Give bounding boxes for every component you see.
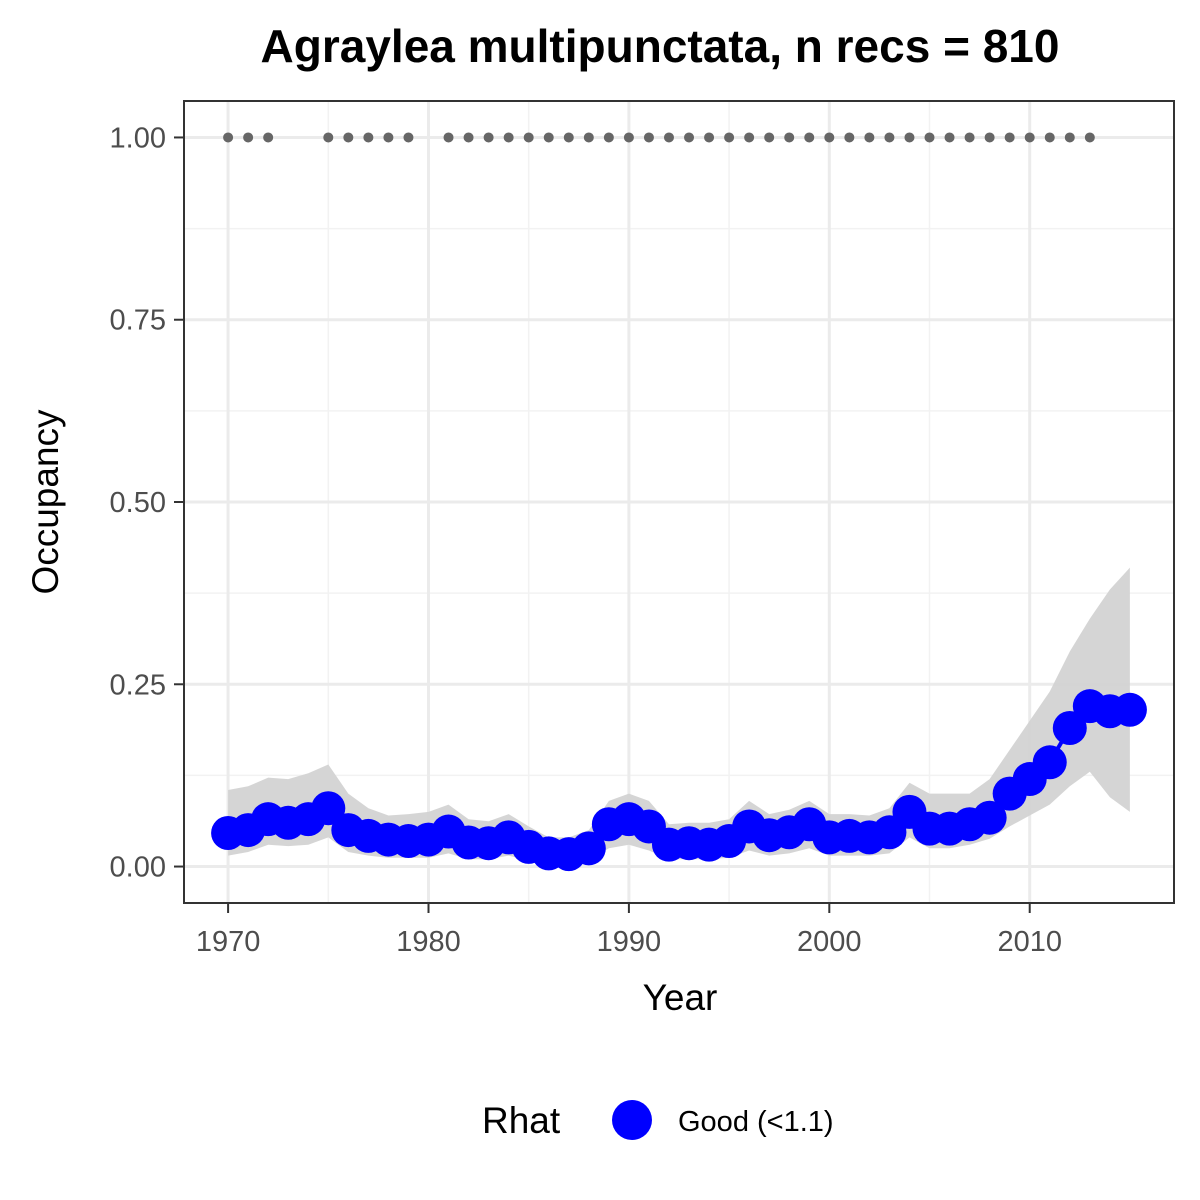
legend-label-good: Good (<1.1) (678, 1106, 834, 1138)
legend: Rhat Good (<1.1) (482, 1100, 834, 1141)
y-tick-label: 0.25 (110, 669, 166, 701)
record-year-dot (603, 132, 614, 143)
record-year-dot (463, 132, 474, 143)
record-year-dot (643, 132, 654, 143)
record-year-dot (764, 132, 775, 143)
x-tick-label: 1970 (196, 926, 261, 958)
occupancy-point (571, 831, 606, 866)
y-axis-ticks: 0.00 0.25 0.50 0.75 1.00 (110, 122, 184, 884)
minor-gridlines (184, 101, 1174, 903)
record-year-dot (483, 132, 494, 143)
y-tick-label: 0.00 (110, 852, 166, 884)
credible-interval-layer (228, 567, 1130, 863)
y-tick-label: 0.75 (110, 305, 166, 337)
record-year-dot (704, 132, 715, 143)
record-year-dot (243, 132, 254, 143)
record-year-dot (984, 132, 995, 143)
occupancy-point (1052, 711, 1087, 746)
record-year-dot (623, 132, 634, 143)
record-year-dot (924, 132, 935, 143)
record-year-dot (964, 132, 975, 143)
legend-title: Rhat (482, 1100, 561, 1141)
record-year-dot (523, 132, 534, 143)
record-year-dot (824, 132, 835, 143)
y-tick-label: 1.00 (110, 122, 166, 154)
record-year-dot (1064, 132, 1075, 143)
record-year-dot (363, 132, 374, 143)
x-tick-label: 2000 (797, 926, 862, 958)
chart-title: Agraylea multipunctata, n recs = 810 (261, 20, 1060, 72)
occupancy-point (311, 791, 346, 826)
occupancy-point (972, 800, 1007, 835)
credible-interval-ribbon (228, 567, 1130, 863)
x-tick-label: 2010 (997, 926, 1062, 958)
record-year-dot (543, 132, 554, 143)
y-tick-label: 0.50 (110, 487, 166, 519)
record-year-dot (784, 132, 795, 143)
occupancy-points-layer (211, 689, 1147, 872)
record-year-dot (744, 132, 755, 143)
record-years-layer (223, 132, 1095, 143)
occupancy-point (1112, 692, 1147, 727)
record-year-dot (904, 132, 915, 143)
record-year-dot (403, 132, 414, 143)
record-year-dot (1004, 132, 1015, 143)
record-year-dot (223, 132, 234, 143)
x-tick-label: 1990 (597, 926, 662, 958)
record-year-dot (864, 132, 875, 143)
x-tick-label: 1980 (396, 926, 461, 958)
occupancy-point (1032, 745, 1067, 780)
record-year-dot (563, 132, 574, 143)
record-year-dot (844, 132, 855, 143)
record-year-dot (663, 132, 674, 143)
record-year-dot (443, 132, 454, 143)
record-year-dot (1084, 132, 1095, 143)
record-year-dot (343, 132, 354, 143)
record-year-dot (1044, 132, 1055, 143)
record-year-dot (684, 132, 695, 143)
record-year-dot (383, 132, 394, 143)
record-year-dot (323, 132, 334, 143)
record-year-dot (884, 132, 895, 143)
y-axis-title: Occupancy (25, 409, 66, 595)
record-year-dot (804, 132, 815, 143)
x-axis-ticks: 1970 1980 1990 2000 2010 (196, 903, 1062, 958)
record-year-dot (724, 132, 735, 143)
record-year-dot (583, 132, 594, 143)
x-axis-title: Year (643, 977, 718, 1018)
record-year-dot (263, 132, 274, 143)
record-year-dot (503, 132, 514, 143)
record-year-dot (1024, 132, 1035, 143)
legend-key-good (612, 1100, 652, 1140)
record-year-dot (944, 132, 955, 143)
